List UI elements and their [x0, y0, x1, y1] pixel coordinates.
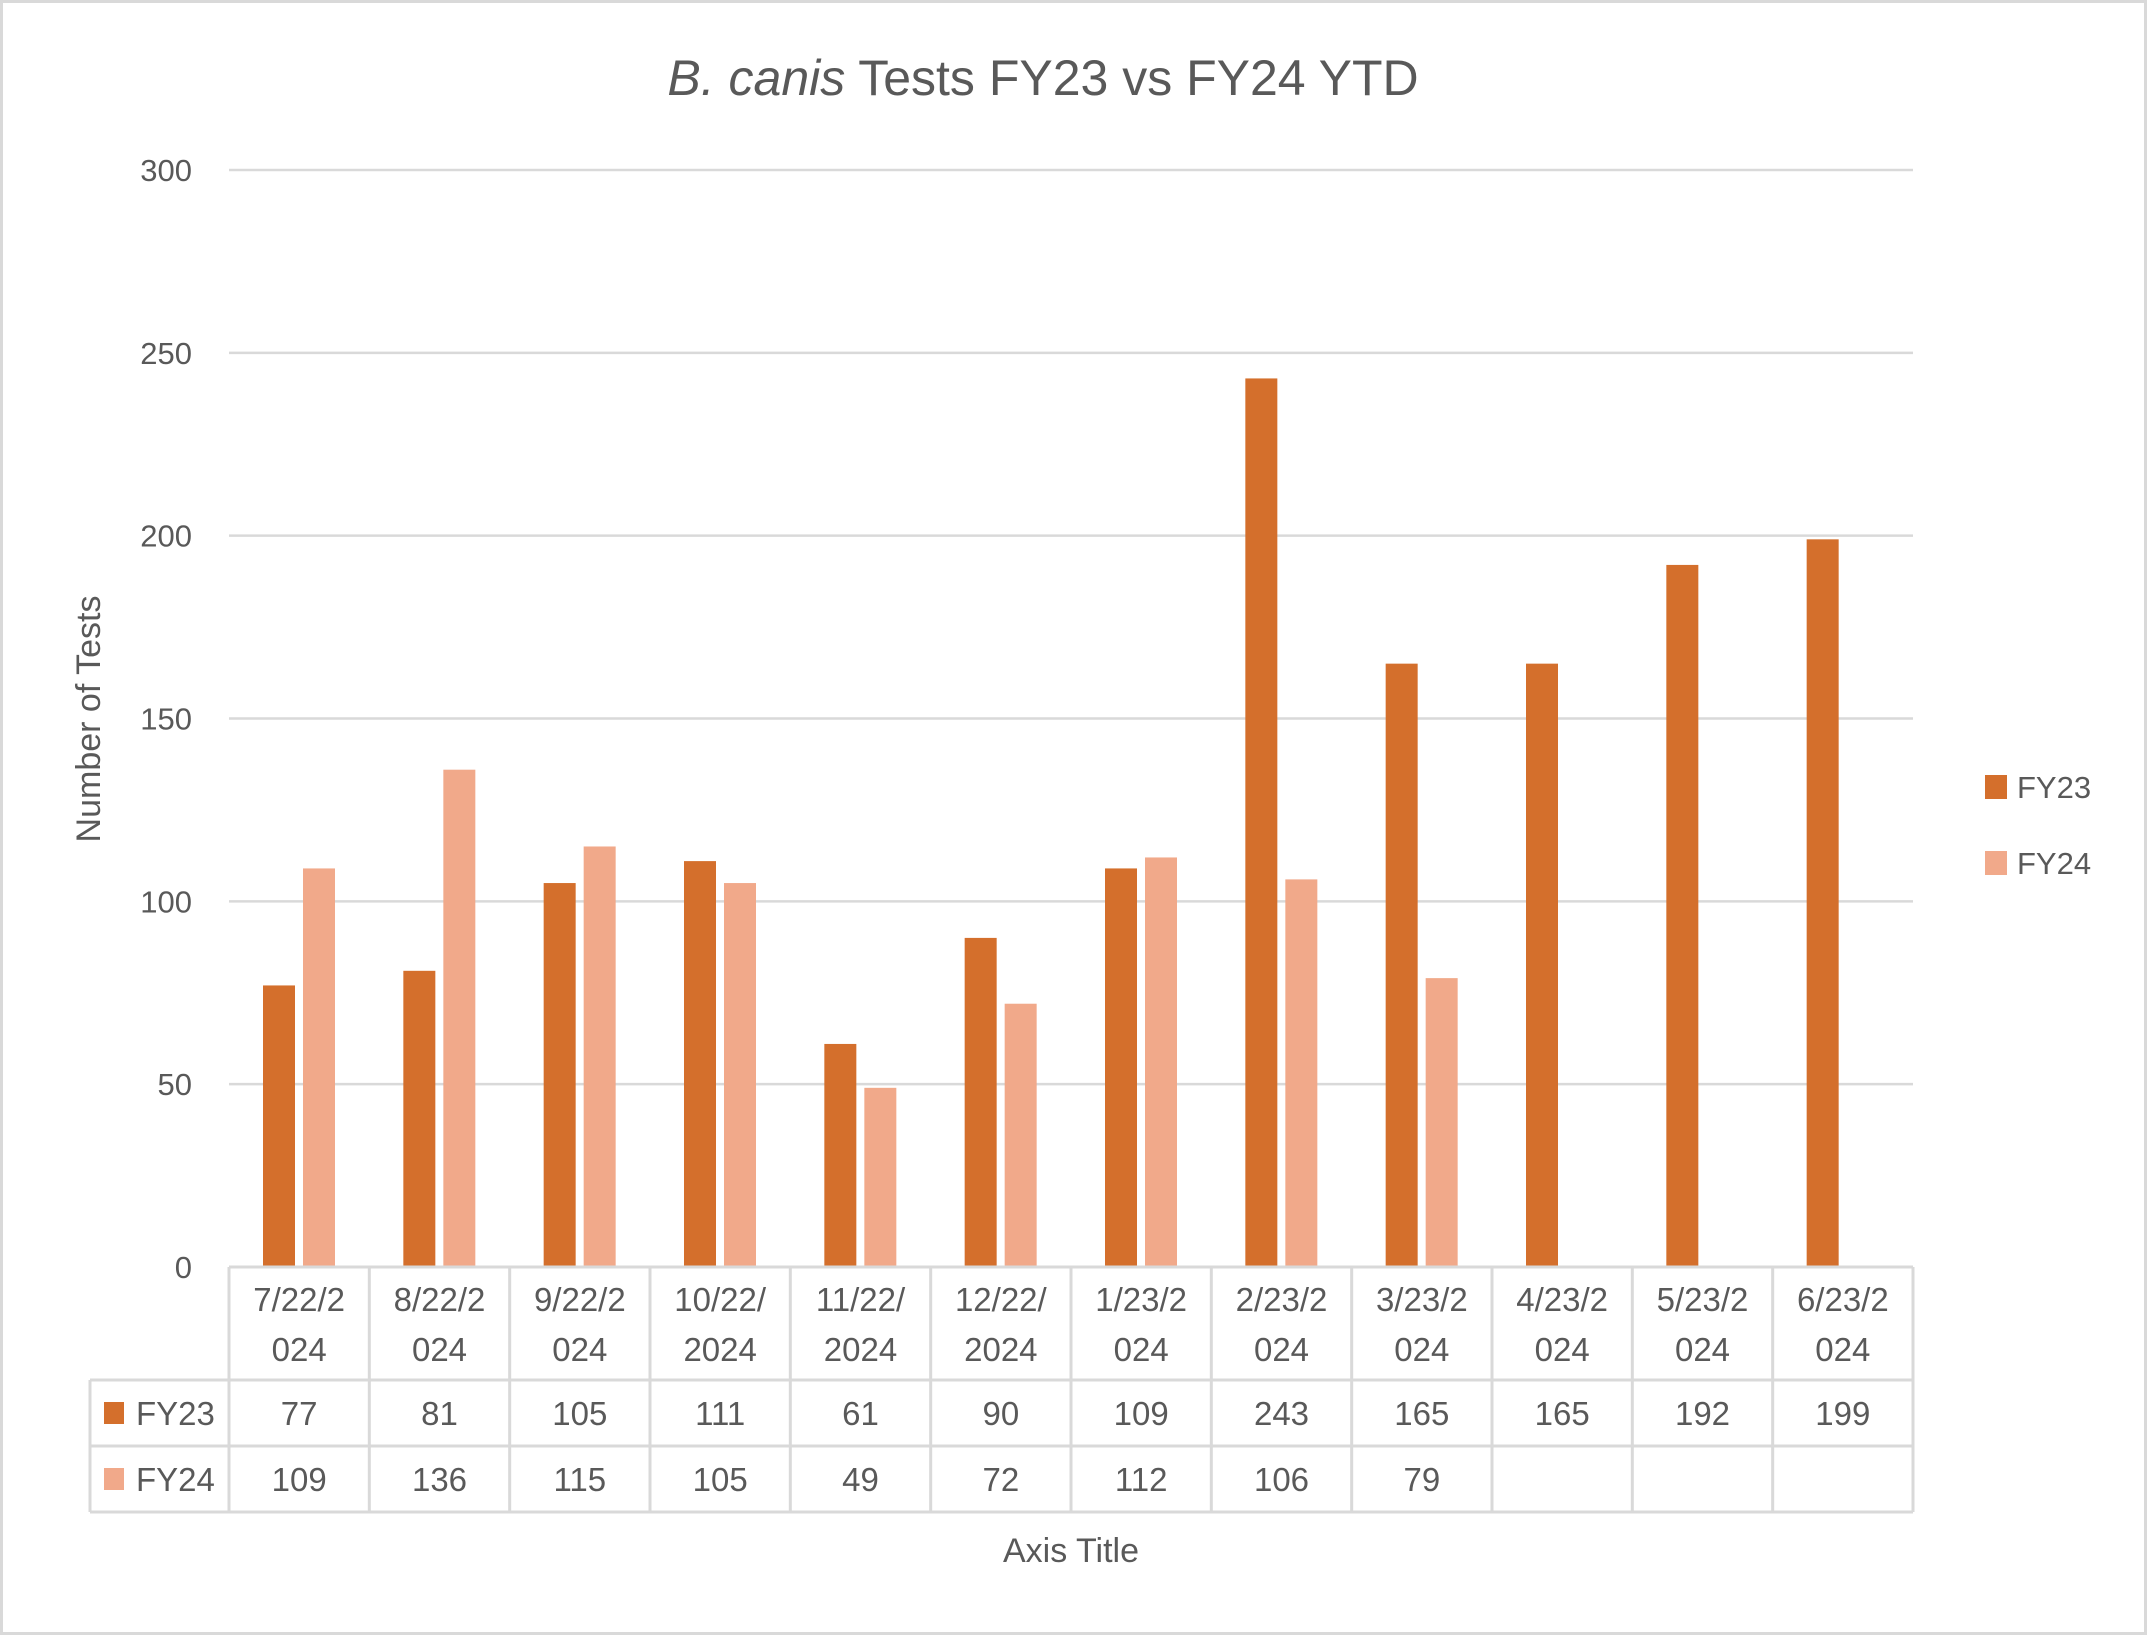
bars — [263, 378, 1839, 1267]
table-cell: 112 — [1115, 1461, 1168, 1498]
y-tick-label: 250 — [140, 336, 192, 371]
x-tick-label-line2: 2024 — [824, 1331, 897, 1368]
bar-fy23 — [684, 861, 716, 1267]
table-cell: 90 — [982, 1395, 1019, 1432]
x-tick-label-line2: 024 — [1675, 1331, 1730, 1368]
bar-fy24 — [1285, 879, 1318, 1267]
y-tick-label: 100 — [140, 884, 192, 919]
x-tick-label-line2: 024 — [1535, 1331, 1590, 1368]
bar-fy24 — [1004, 1003, 1037, 1267]
x-tick-label-line1: 11/22/ — [816, 1281, 906, 1318]
legend: FY23 FY24 — [1985, 770, 2091, 881]
x-tick-label-line2: 2024 — [964, 1331, 1037, 1368]
table-cell: 105 — [693, 1461, 748, 1498]
x-tick-label-line1: 12/22/ — [955, 1281, 1048, 1318]
bar-fy24 — [724, 883, 756, 1267]
x-tick-label-line1: 8/22/2 — [394, 1281, 486, 1318]
x-tick-label-line2: 024 — [412, 1331, 467, 1368]
gridlines — [229, 168, 1913, 1086]
x-tick-label-line1: 3/23/2 — [1376, 1281, 1468, 1318]
legend-label: FY24 — [2017, 846, 2091, 881]
table-cell: 115 — [554, 1461, 607, 1498]
x-tick-label-line2: 024 — [1114, 1331, 1169, 1368]
y-tick-label: 0 — [175, 1250, 192, 1285]
y-tick-label: 150 — [140, 702, 192, 737]
table-cell: 109 — [1114, 1395, 1169, 1432]
table-cell: 111 — [695, 1395, 745, 1432]
bar-fy24 — [583, 846, 616, 1267]
table-cell: 106 — [1254, 1461, 1309, 1498]
y-tick-label: 50 — [158, 1067, 192, 1102]
table-cell: 77 — [281, 1395, 318, 1432]
x-tick-label-line1: 1/23/2 — [1095, 1281, 1187, 1318]
bar-fy24 — [1425, 978, 1458, 1267]
bar-fy23 — [403, 970, 436, 1267]
bar-fy24 — [1145, 857, 1177, 1267]
bar-fy24 — [443, 769, 476, 1267]
x-axis-title: Axis Title — [1003, 1532, 1139, 1570]
y-tick-labels: 0 50 100 150 200 250 300 — [140, 153, 192, 1285]
x-tick-label-line1: 9/22/2 — [534, 1281, 626, 1318]
x-tick-label-line1: 6/23/2 — [1797, 1281, 1889, 1318]
chart-title-italic: B. canis — [667, 50, 845, 106]
bar-fy23 — [1245, 378, 1278, 1267]
x-tick-label-line2: 024 — [1254, 1331, 1309, 1368]
chart-title: B. canis Tests FY23 vs FY24 YTD — [667, 50, 1418, 106]
table-cell: 79 — [1403, 1461, 1440, 1498]
table-cell: 199 — [1815, 1395, 1870, 1432]
bar-fy23 — [964, 937, 997, 1267]
bar-fy23 — [1806, 539, 1839, 1267]
chart-title-rest: Tests FY23 vs FY24 YTD — [845, 50, 1418, 106]
x-tick-label-line1: 7/22/2 — [253, 1281, 345, 1318]
x-tick-label-line2: 2024 — [683, 1331, 756, 1368]
table-legend-key-fy24 — [104, 1468, 124, 1490]
bar-fy23 — [1105, 868, 1137, 1267]
legend-key-fy23 — [1985, 775, 2007, 799]
table-cell: 109 — [272, 1461, 327, 1498]
x-tick-label-line2: 024 — [1394, 1331, 1449, 1368]
table-cell: 49 — [842, 1461, 879, 1498]
table-cell: 61 — [842, 1395, 879, 1432]
data-table: 7/22/2 024 8/22/2 024 9/22/2 024 10/22/2024 11/… — [88, 1265, 1915, 1514]
table-legend-key-fy23 — [104, 1402, 124, 1424]
table-cell: 165 — [1535, 1395, 1590, 1432]
bar-fy23 — [1526, 663, 1558, 1267]
table-cell: 105 — [552, 1395, 607, 1432]
x-tick-label-line1: 5/23/2 — [1657, 1281, 1749, 1318]
bar-fy23 — [1666, 564, 1699, 1267]
y-tick-label: 300 — [140, 153, 192, 188]
bar-fy24 — [303, 868, 335, 1267]
table-cell: 165 — [1394, 1395, 1449, 1432]
legend-label: FY23 — [2017, 770, 2091, 805]
x-tick-label-line2: 024 — [272, 1331, 327, 1368]
bar-fy24 — [864, 1087, 897, 1267]
table-cell: 81 — [421, 1395, 458, 1432]
x-tick-label-line1: 4/23/2 — [1516, 1281, 1608, 1318]
table-series-label: FY23 — [136, 1395, 215, 1432]
x-tick-label-line2: 024 — [1815, 1331, 1870, 1368]
y-tick-label: 200 — [140, 519, 192, 554]
x-tick-label-line2: 024 — [552, 1331, 607, 1368]
y-axis-title: Number of Tests — [70, 596, 108, 843]
table-cell: 72 — [982, 1461, 1019, 1498]
table-cell: 136 — [412, 1461, 467, 1498]
bar-fy23 — [263, 985, 295, 1267]
bar-fy23 — [824, 1043, 857, 1267]
x-tick-label-line1: 2/23/2 — [1236, 1281, 1328, 1318]
table-cell: 243 — [1254, 1395, 1309, 1432]
x-tick-label-line1: 10/22/ — [674, 1281, 767, 1318]
table-cell: 192 — [1675, 1395, 1730, 1432]
bar-fy23 — [543, 883, 576, 1267]
table-series-label: FY24 — [136, 1461, 215, 1498]
legend-key-fy24 — [1985, 851, 2007, 875]
bar-fy23 — [1385, 663, 1418, 1267]
